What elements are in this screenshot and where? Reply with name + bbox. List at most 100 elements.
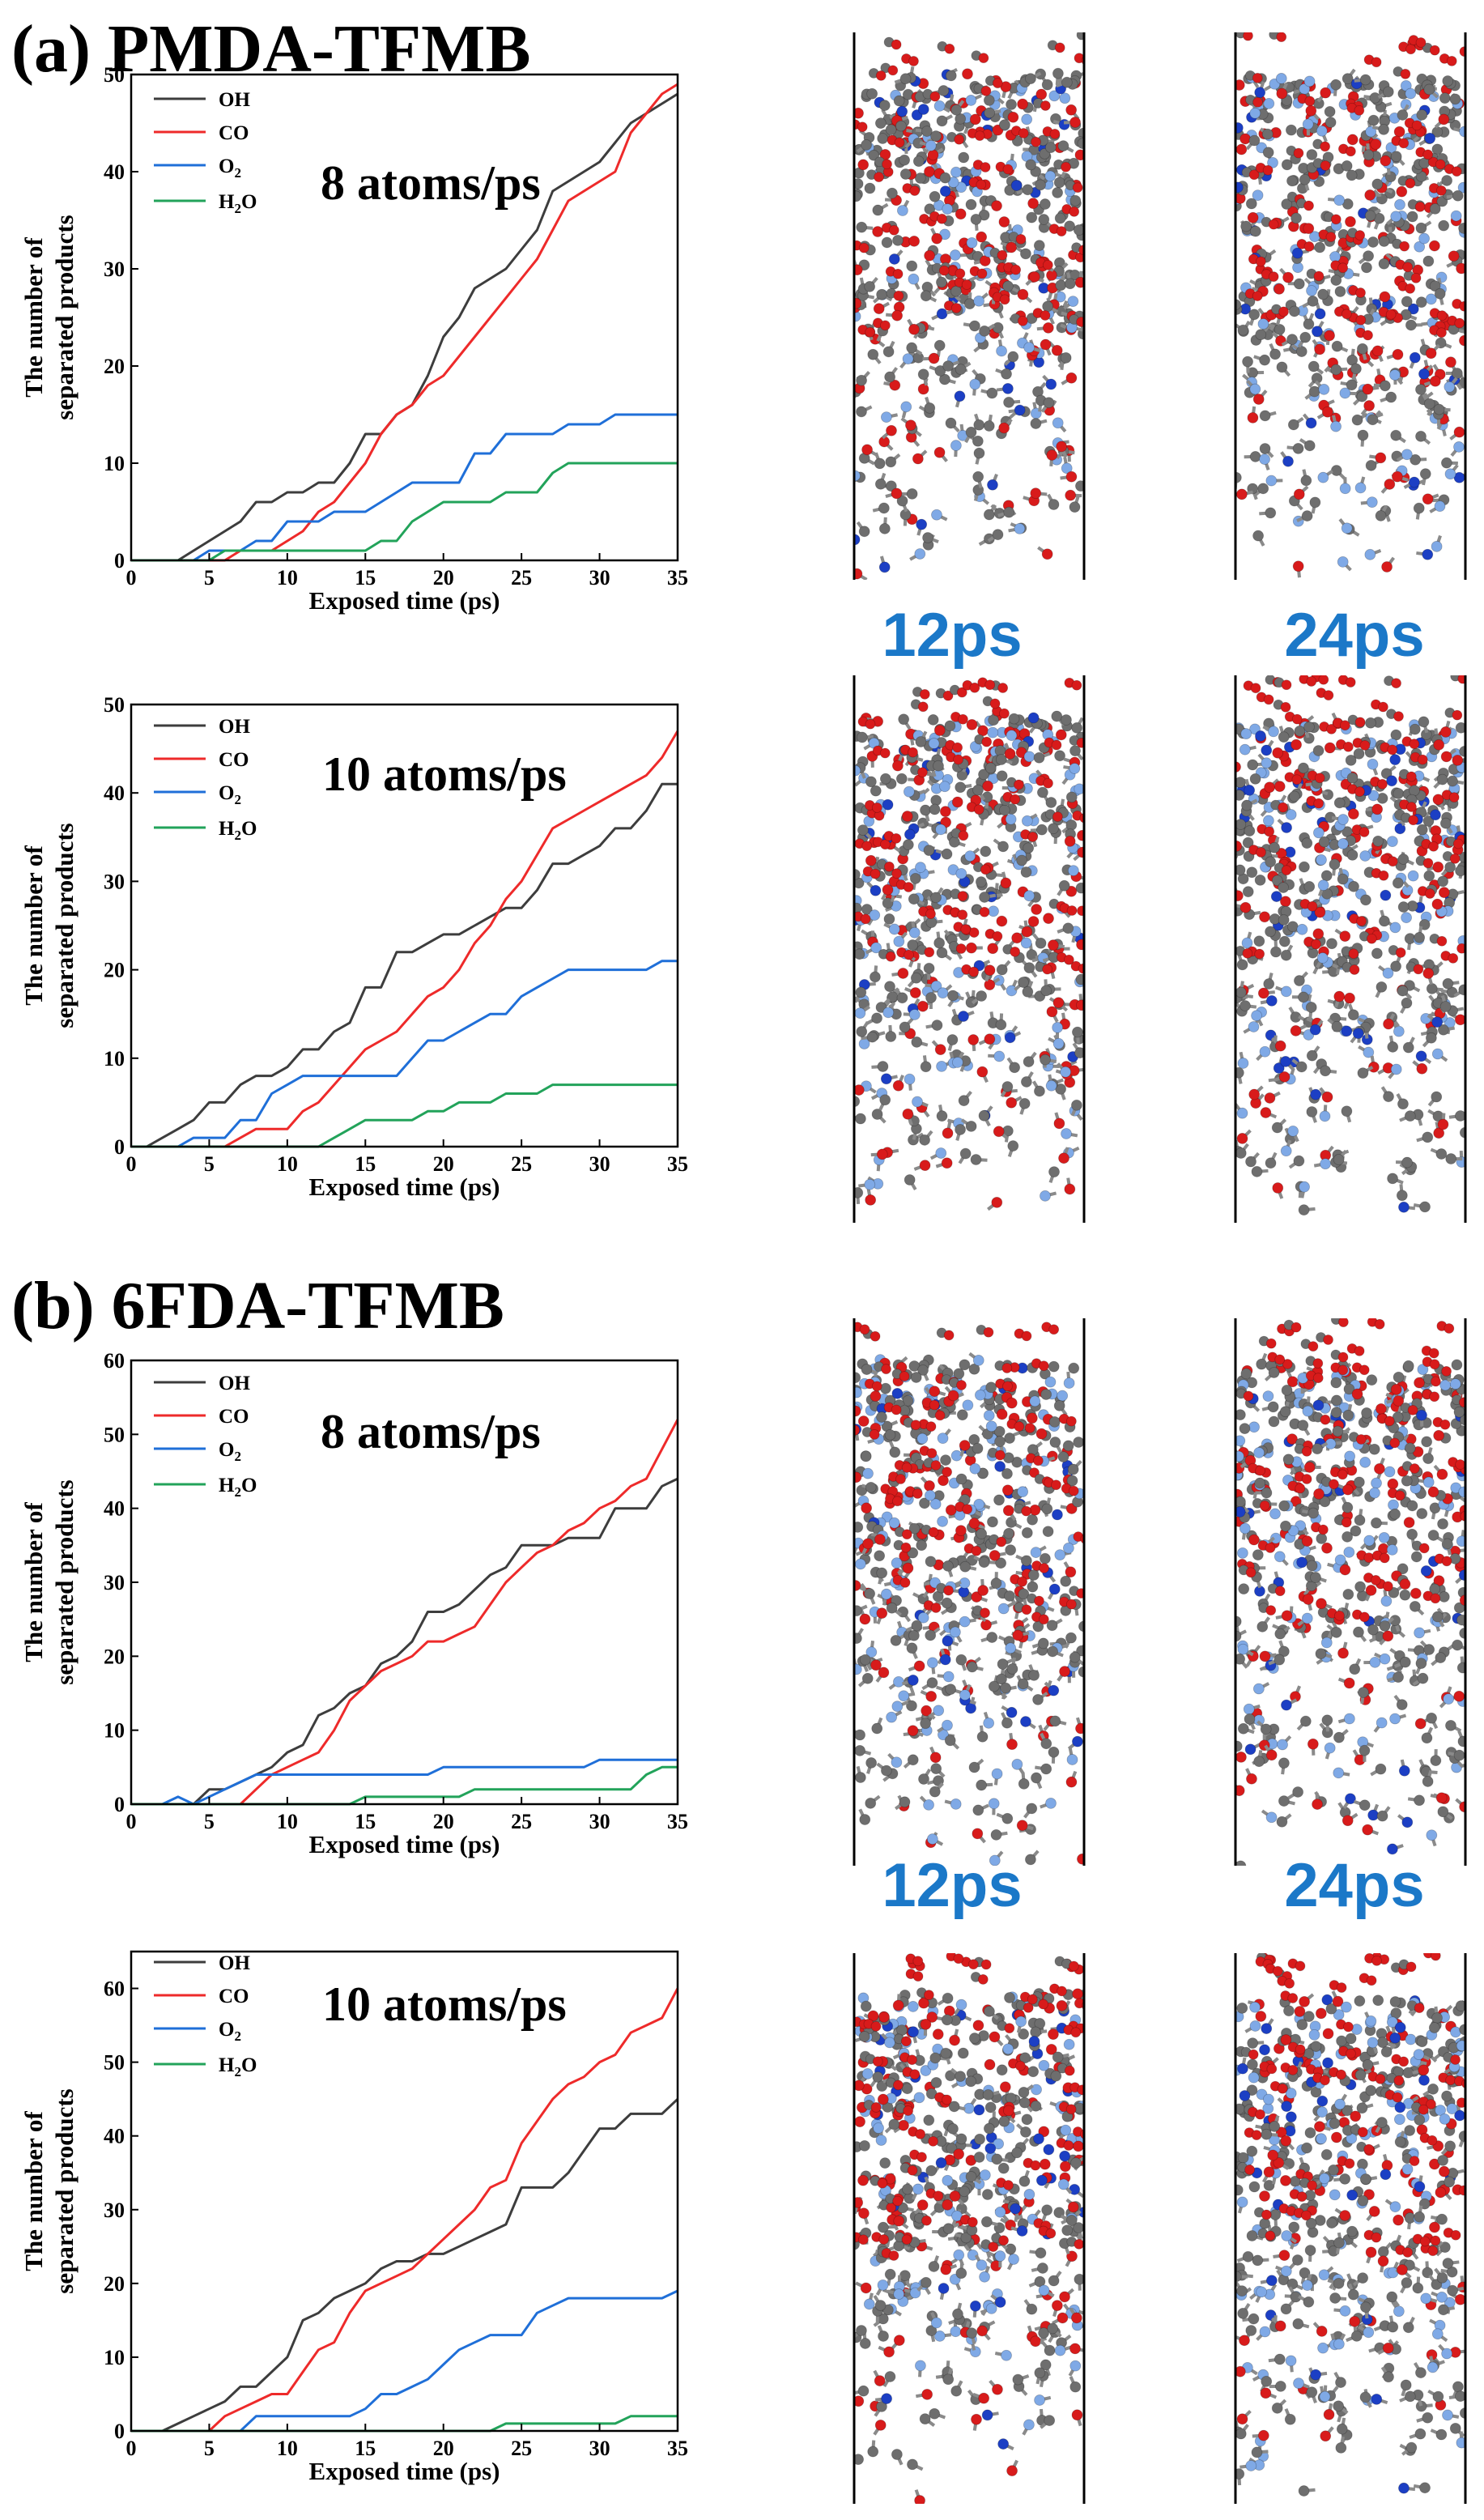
y-tick-label: 30 bbox=[104, 870, 125, 893]
atom bbox=[1288, 305, 1300, 317]
atom bbox=[1072, 1735, 1083, 1747]
atom bbox=[1441, 175, 1452, 186]
atom bbox=[1261, 757, 1273, 769]
snapshot-time-label: 24ps bbox=[1284, 601, 1424, 670]
atom bbox=[865, 1194, 877, 1206]
atom bbox=[1023, 342, 1035, 354]
series-line-CO bbox=[131, 1419, 679, 1806]
atom bbox=[1240, 1000, 1251, 1011]
atom bbox=[1304, 96, 1316, 107]
atom bbox=[1259, 1045, 1271, 1058]
atom bbox=[1235, 181, 1244, 194]
atom bbox=[1398, 138, 1410, 149]
atom bbox=[916, 1539, 928, 1552]
atom bbox=[854, 1007, 866, 1019]
atom bbox=[942, 1466, 953, 1478]
atom bbox=[1049, 1437, 1061, 1448]
legend-subscript: 2 bbox=[234, 2028, 241, 2044]
atom bbox=[907, 1754, 919, 1766]
atom bbox=[971, 1545, 982, 1556]
atom bbox=[955, 268, 966, 279]
atom bbox=[899, 1371, 910, 1381]
atom bbox=[858, 242, 870, 253]
atom bbox=[1235, 121, 1244, 134]
atom bbox=[987, 726, 999, 739]
atom bbox=[887, 65, 899, 76]
atom bbox=[1401, 296, 1413, 308]
atom bbox=[984, 979, 996, 991]
atom bbox=[1062, 1440, 1074, 1452]
atom bbox=[879, 747, 891, 759]
atom bbox=[885, 124, 897, 136]
atom bbox=[1303, 223, 1315, 235]
atom bbox=[1325, 232, 1337, 243]
atom bbox=[917, 1611, 929, 1624]
atom bbox=[1065, 470, 1078, 483]
atom bbox=[1449, 853, 1461, 864]
atom bbox=[1035, 179, 1046, 191]
atom bbox=[1026, 211, 1038, 223]
atom bbox=[969, 378, 981, 390]
atom bbox=[1337, 838, 1349, 849]
atom bbox=[1370, 138, 1382, 150]
atom bbox=[1001, 383, 1014, 394]
atom bbox=[991, 1768, 1003, 1780]
atom bbox=[899, 1577, 911, 1588]
atom bbox=[926, 1657, 938, 1669]
atom bbox=[1452, 754, 1464, 766]
atom bbox=[924, 166, 935, 177]
atom bbox=[984, 964, 996, 977]
atom bbox=[1256, 847, 1266, 858]
atom bbox=[996, 770, 1008, 782]
atom bbox=[1051, 739, 1062, 751]
molecular-snapshot bbox=[1234, 1318, 1467, 1866]
atom bbox=[950, 166, 962, 178]
y-tick-label: 50 bbox=[104, 63, 125, 87]
atom bbox=[1259, 443, 1271, 454]
legend-suffix: O bbox=[241, 191, 257, 213]
atom bbox=[965, 997, 977, 1008]
atom bbox=[930, 892, 942, 904]
atom bbox=[861, 1672, 874, 1684]
atom bbox=[1386, 836, 1398, 848]
atom bbox=[1356, 390, 1368, 402]
atom bbox=[908, 1522, 921, 1535]
atom bbox=[1076, 32, 1084, 40]
atom bbox=[1052, 417, 1064, 429]
atom bbox=[1305, 104, 1317, 117]
atom bbox=[1345, 146, 1356, 157]
atom bbox=[1318, 836, 1330, 848]
atom bbox=[939, 1654, 951, 1666]
x-tick-label: 10 bbox=[277, 1152, 298, 1176]
atom bbox=[1251, 1165, 1263, 1177]
atom bbox=[1071, 679, 1082, 691]
x-tick-label: 20 bbox=[433, 1152, 454, 1176]
atom bbox=[1415, 222, 1427, 234]
atom bbox=[1308, 360, 1320, 372]
atom bbox=[1422, 815, 1435, 827]
atom bbox=[1415, 430, 1427, 442]
atom bbox=[883, 861, 895, 872]
atom bbox=[901, 1462, 912, 1473]
atom bbox=[1444, 861, 1456, 873]
atom bbox=[1367, 414, 1379, 426]
atom bbox=[994, 1449, 1006, 1461]
atom bbox=[939, 185, 951, 197]
atom bbox=[1448, 250, 1460, 262]
atom bbox=[1236, 1133, 1248, 1144]
atom bbox=[1051, 344, 1063, 356]
atom bbox=[1043, 777, 1053, 789]
atom bbox=[1434, 500, 1446, 513]
series-line-O2 bbox=[131, 1758, 678, 1806]
atom bbox=[861, 1502, 873, 1514]
atom bbox=[908, 235, 921, 247]
atom bbox=[1346, 134, 1359, 146]
atom bbox=[1401, 997, 1413, 1009]
atom bbox=[1368, 1443, 1380, 1455]
atom bbox=[854, 1113, 866, 1125]
snapshot-time-label: 12ps bbox=[882, 1851, 1022, 1920]
atom bbox=[1075, 973, 1084, 985]
atom bbox=[969, 320, 980, 332]
atom bbox=[958, 1011, 969, 1022]
